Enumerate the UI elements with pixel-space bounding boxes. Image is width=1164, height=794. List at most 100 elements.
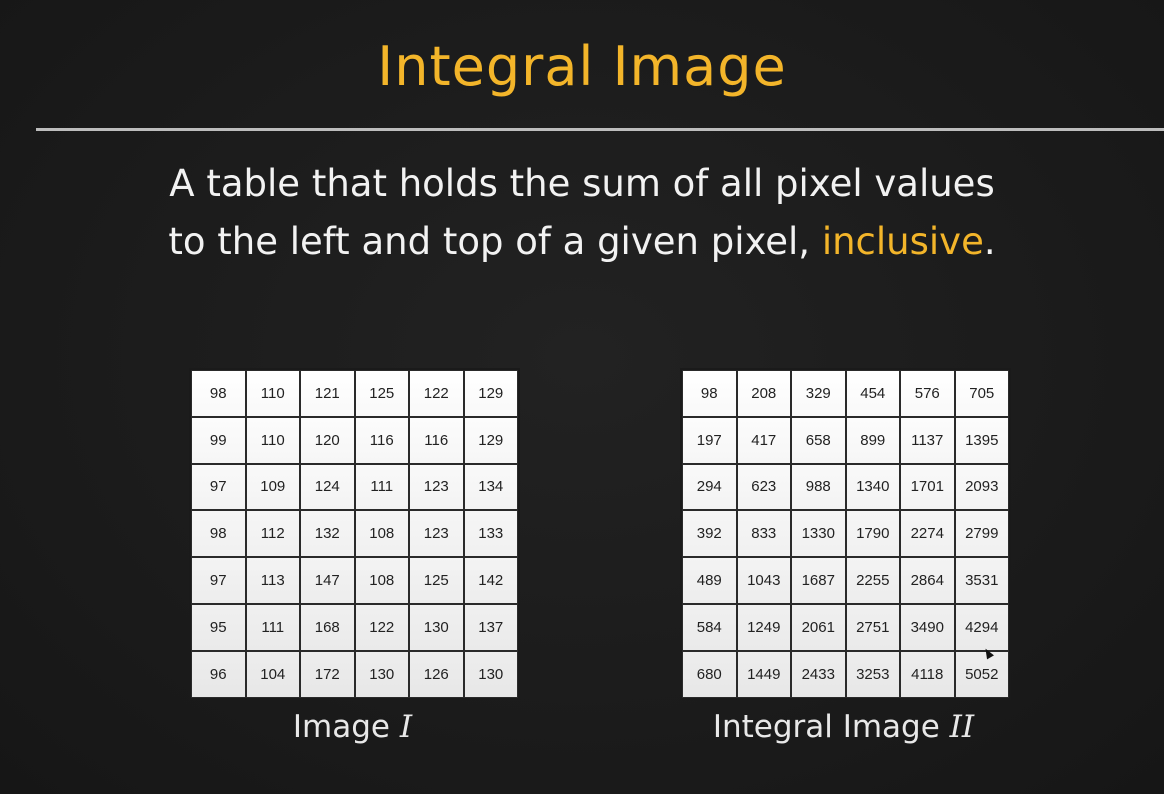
table-cell: 99 xyxy=(191,416,246,464)
table-cell: 122 xyxy=(354,603,409,651)
title-divider xyxy=(36,128,1164,131)
table-cell: 833 xyxy=(736,510,791,558)
table-cell: 142 xyxy=(463,557,518,604)
table-cell: 108 xyxy=(354,510,409,558)
slide-title: Integral Image xyxy=(377,35,787,98)
table-cell: 111 xyxy=(245,603,300,651)
table-cell: 122 xyxy=(409,370,464,417)
table-cell: 98 xyxy=(191,510,246,558)
table-cell: 899 xyxy=(845,416,900,464)
integral-caption: Integral Image II xyxy=(680,702,1007,752)
subtitle-line-2: to the left and top of a given pixel, in… xyxy=(0,213,1164,271)
table-cell: 2751 xyxy=(845,603,900,651)
table-cell: 489 xyxy=(682,557,737,604)
table-cell: 116 xyxy=(354,416,409,464)
table-cell: 988 xyxy=(791,463,846,511)
subtitle-line-2-text: to the left and top of a given pixel, xyxy=(168,220,822,263)
table-cell: 4118 xyxy=(900,650,955,698)
table-cell: 1137 xyxy=(900,416,955,464)
table-cell: 208 xyxy=(736,370,791,417)
table-cell: 137 xyxy=(463,603,518,651)
table-cell: 97 xyxy=(191,557,246,604)
table-cell: 133 xyxy=(463,510,518,558)
table-cell: 329 xyxy=(791,370,846,417)
table-cell: 130 xyxy=(409,603,464,651)
image-table: 98 110 121 125 122 129 99 110 120 116 116 129 97 109 1… xyxy=(189,368,520,700)
table-cell: 96 xyxy=(191,650,246,698)
table-cell: 3253 xyxy=(845,650,900,698)
table-cell: 197 xyxy=(682,416,737,464)
integral-caption-variable: II xyxy=(949,709,975,745)
image-caption-variable: I xyxy=(399,709,413,745)
table-cell: 113 xyxy=(245,557,300,604)
table-cell: 108 xyxy=(354,557,409,604)
table-cell: 130 xyxy=(463,650,518,698)
table-cell: 417 xyxy=(736,416,791,464)
table-cell: 5052 xyxy=(954,650,1009,698)
table-cell: 168 xyxy=(300,603,355,651)
slide-subtitle: A table that holds the sum of all pixel … xyxy=(0,155,1164,271)
table-cell: 111 xyxy=(354,463,409,511)
table-cell: 125 xyxy=(409,557,464,604)
table-cell: 123 xyxy=(409,463,464,511)
table-cell: 454 xyxy=(845,370,900,417)
table-cell: 112 xyxy=(245,510,300,558)
table-cell: 110 xyxy=(245,370,300,417)
table-cell: 1330 xyxy=(791,510,846,558)
table-cell: 2093 xyxy=(954,463,1009,511)
table-cell: 2061 xyxy=(791,603,846,651)
table-cell: 129 xyxy=(463,416,518,464)
table-cell: 576 xyxy=(900,370,955,417)
table-cell: 3531 xyxy=(954,557,1009,604)
table-cell: 120 xyxy=(300,416,355,464)
table-cell: 172 xyxy=(300,650,355,698)
table-cell: 98 xyxy=(191,370,246,417)
table-cell: 1340 xyxy=(845,463,900,511)
integral-caption-text: Integral Image xyxy=(712,709,950,745)
table-cell: 132 xyxy=(300,510,355,558)
table-cell: 130 xyxy=(354,650,409,698)
table-cell: 4294 xyxy=(954,603,1009,651)
table-cell: 134 xyxy=(463,463,518,511)
table-cell: 1249 xyxy=(736,603,791,651)
subtitle-line-2-end: . xyxy=(983,220,996,263)
table-cell: 1790 xyxy=(845,510,900,558)
table-cell: 658 xyxy=(791,416,846,464)
table-cell: 1043 xyxy=(736,557,791,604)
table-cell: 97 xyxy=(191,463,246,511)
table-cell: 623 xyxy=(736,463,791,511)
table-cell: 1701 xyxy=(900,463,955,511)
table-cell: 95 xyxy=(191,603,246,651)
table-cell: 705 xyxy=(954,370,1009,417)
table-cell: 294 xyxy=(682,463,737,511)
table-cell: 2433 xyxy=(791,650,846,698)
table-cell: 116 xyxy=(409,416,464,464)
table-cell: 1449 xyxy=(736,650,791,698)
subtitle-highlight: inclusive xyxy=(821,220,984,263)
table-cell: 109 xyxy=(245,463,300,511)
table-cell: 121 xyxy=(300,370,355,417)
table-cell: 3490 xyxy=(900,603,955,651)
table-cell: 680 xyxy=(682,650,737,698)
table-cell: 98 xyxy=(682,370,737,417)
table-cell: 126 xyxy=(409,650,464,698)
table-cell: 1687 xyxy=(791,557,846,604)
image-caption: Image I xyxy=(189,702,516,752)
table-cell: 2799 xyxy=(954,510,1009,558)
table-cell: 392 xyxy=(682,510,737,558)
table-cell: 123 xyxy=(409,510,464,558)
table-cell: 104 xyxy=(245,650,300,698)
table-cell: 124 xyxy=(300,463,355,511)
image-caption-text: Image xyxy=(292,709,400,745)
table-cell: 129 xyxy=(463,370,518,417)
subtitle-line-1: A table that holds the sum of all pixel … xyxy=(169,162,995,205)
table-cell: 2255 xyxy=(845,557,900,604)
table-cell: 2274 xyxy=(900,510,955,558)
table-cell: 110 xyxy=(245,416,300,464)
table-cell: 2864 xyxy=(900,557,955,604)
table-cell: 584 xyxy=(682,603,737,651)
integral-image-table: 98 208 329 454 576 705 197 417 658 899 1137 1395 294… xyxy=(680,368,1011,700)
table-cell: 1395 xyxy=(954,416,1009,464)
table-cell: 147 xyxy=(300,557,355,604)
